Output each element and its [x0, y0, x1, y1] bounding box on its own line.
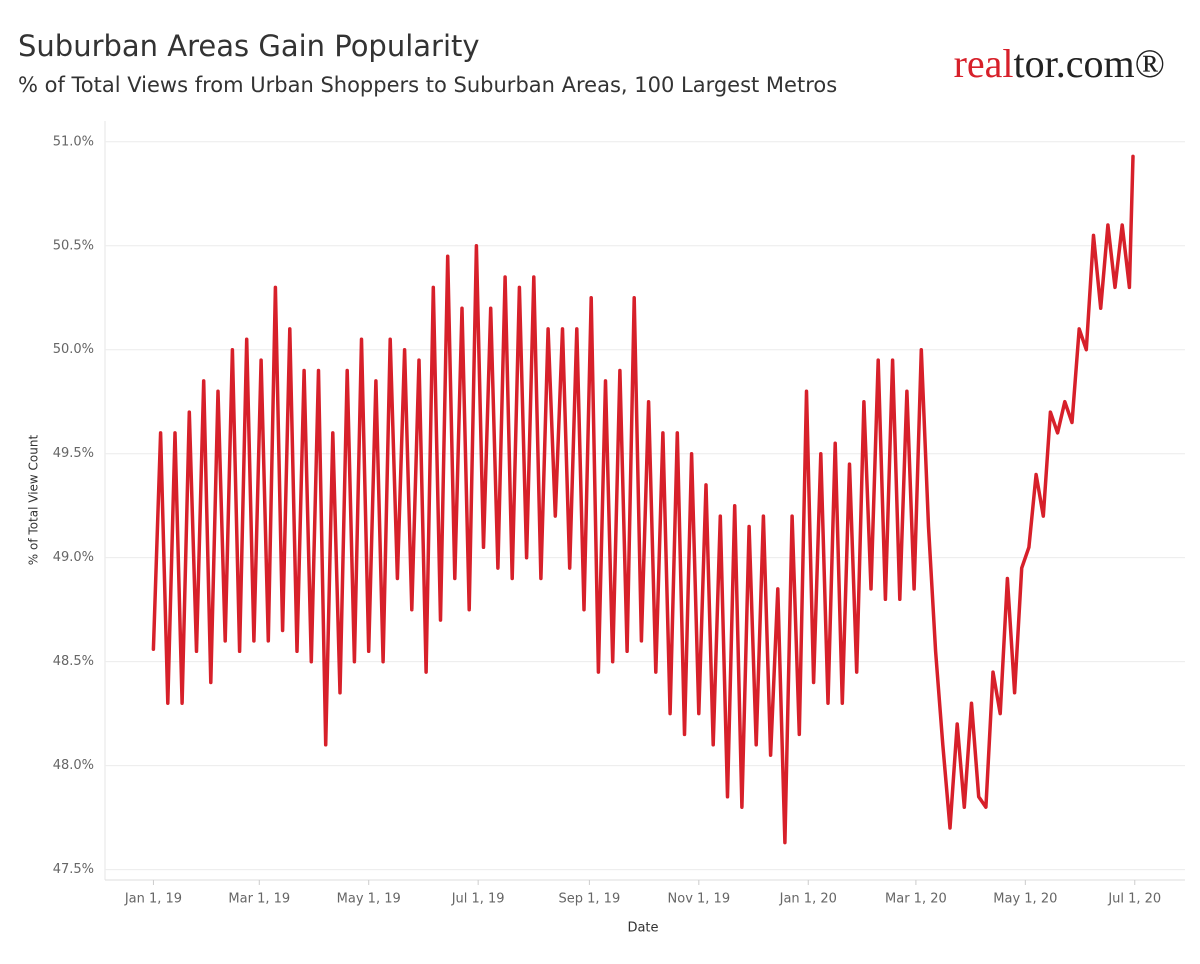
x-tick-label: Jul 1, 20	[1107, 892, 1161, 907]
x-tick-label: Jan 1, 20	[779, 892, 837, 907]
y-tick-label: 50.0%	[53, 342, 94, 357]
x-tick-label: May 1, 20	[993, 892, 1057, 907]
y-tick-label: 51.0%	[53, 134, 94, 149]
x-axis-label: Date	[627, 921, 658, 936]
logo-primary: real	[954, 41, 1014, 86]
x-tick-label: Mar 1, 19	[228, 892, 290, 907]
logo: realtor.com®	[954, 41, 1165, 86]
chart-title: Suburban Areas Gain Popularity	[18, 29, 480, 63]
y-tick-label: 48.0%	[53, 758, 94, 773]
y-tick-label: 47.5%	[53, 862, 94, 877]
y-axis-label: % of Total View Count	[27, 435, 41, 566]
x-tick-label: May 1, 19	[337, 892, 401, 907]
x-tick-label: Mar 1, 20	[885, 892, 947, 907]
logo-secondary: tor.com®	[1014, 41, 1165, 86]
y-tick-label: 49.5%	[53, 446, 94, 461]
x-tick-label: Sep 1, 19	[559, 892, 621, 907]
y-tick-label: 49.0%	[53, 550, 94, 565]
y-tick-label: 50.5%	[53, 238, 94, 253]
x-tick-label: Jul 1, 19	[451, 892, 505, 907]
chart-subtitle: % of Total Views from Urban Shoppers to …	[18, 73, 837, 97]
x-tick-label: Nov 1, 19	[668, 892, 731, 907]
x-tick-label: Jan 1, 19	[124, 892, 182, 907]
line-series	[151, 154, 1135, 845]
y-tick-label: 48.5%	[53, 654, 94, 669]
